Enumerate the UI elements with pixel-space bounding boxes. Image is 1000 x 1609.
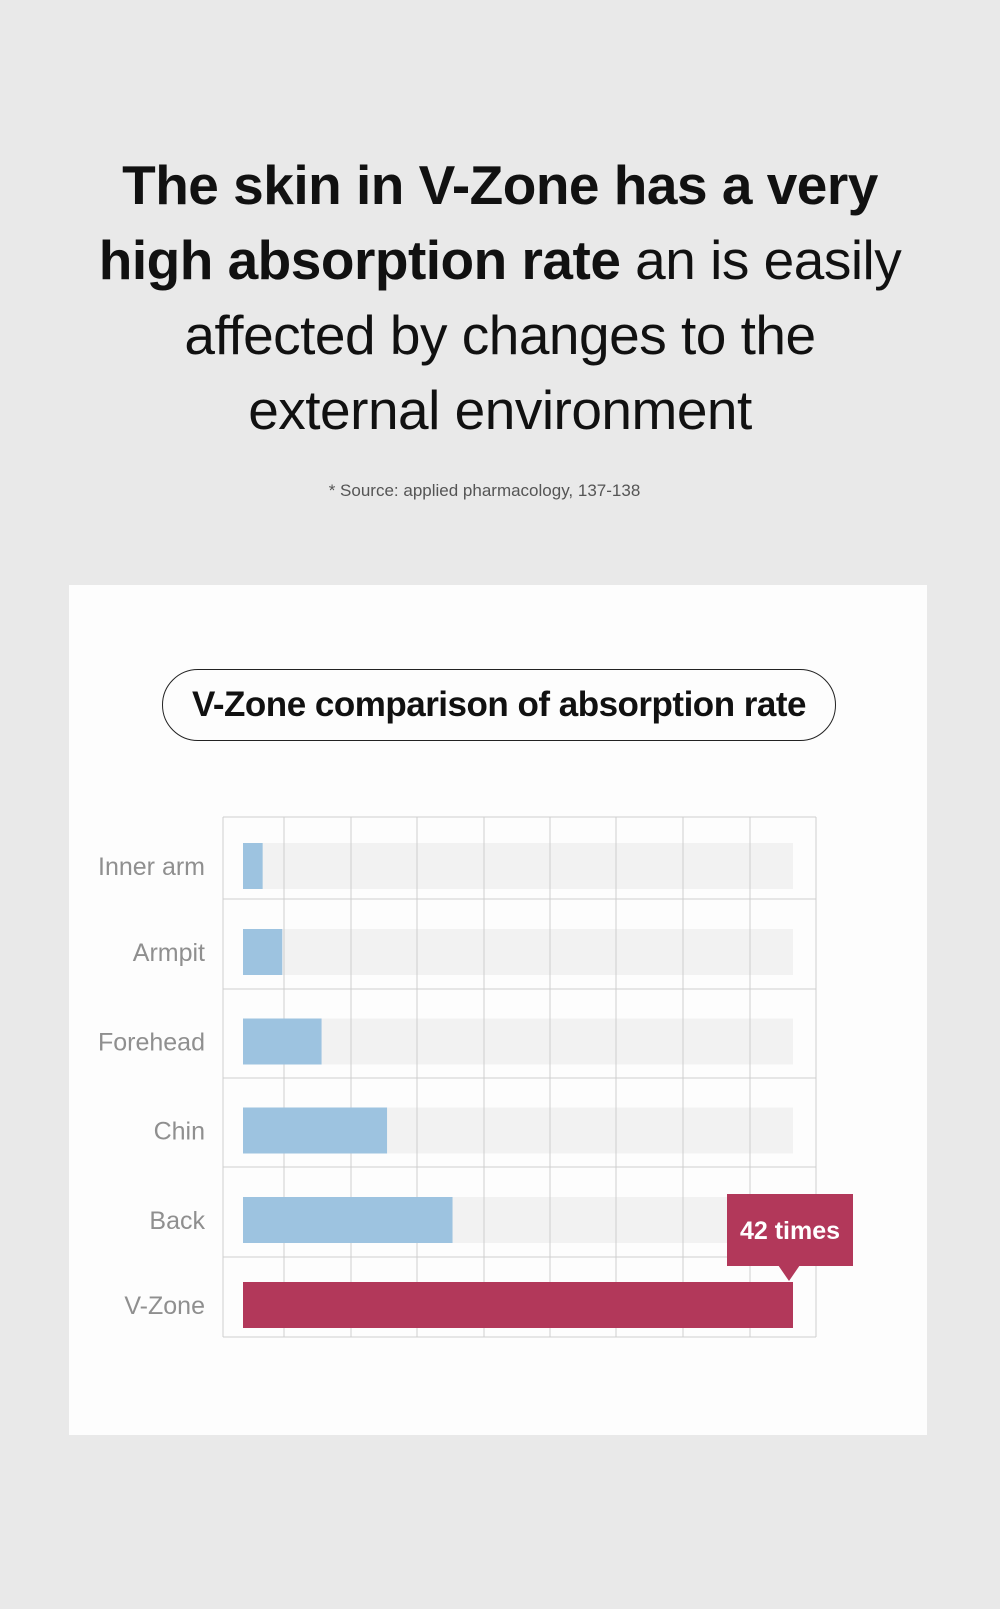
chart-title: V-Zone comparison of absorption rate bbox=[162, 669, 836, 741]
category-label: Inner arm bbox=[98, 853, 205, 881]
bar-back bbox=[243, 1197, 453, 1243]
headline: The skin in V-Zone has a very high absor… bbox=[60, 148, 940, 448]
headline-line-3: affected by changes to the bbox=[184, 304, 816, 366]
category-label: V-Zone bbox=[124, 1292, 205, 1320]
source-note: * Source: applied pharmacology, 137-138 bbox=[328, 481, 641, 500]
category-label: Back bbox=[149, 1207, 205, 1235]
annotation-label: 42 times bbox=[740, 1217, 840, 1245]
chart-card: V-Zone comparison of absorption rate Inn… bbox=[69, 585, 927, 1435]
bar-chin bbox=[243, 1107, 388, 1154]
bar-track bbox=[243, 929, 793, 975]
headline-line-2-bold: high absorption rate bbox=[98, 229, 621, 291]
bar-forehead bbox=[243, 1018, 322, 1065]
bar-track bbox=[243, 843, 793, 889]
headline-line-4: external environment bbox=[248, 379, 752, 441]
bar-track bbox=[243, 1018, 793, 1065]
annotation-box bbox=[727, 1194, 853, 1266]
bar-armpit bbox=[243, 929, 283, 975]
bar-inner-arm bbox=[243, 843, 263, 889]
category-label: Armpit bbox=[133, 939, 205, 967]
annotation-pointer bbox=[778, 1265, 800, 1281]
headline-line-1: The skin in V-Zone has a very bbox=[122, 154, 878, 216]
category-label: Chin bbox=[154, 1118, 205, 1146]
bar-chart: Inner arm Armpit Forehead Chin Back V-Zone 42 … bbox=[98, 816, 853, 1338]
headline-line-2-light: an is easily bbox=[620, 229, 902, 291]
bar-v-zone bbox=[243, 1282, 793, 1328]
category-label: Forehead bbox=[98, 1029, 205, 1057]
